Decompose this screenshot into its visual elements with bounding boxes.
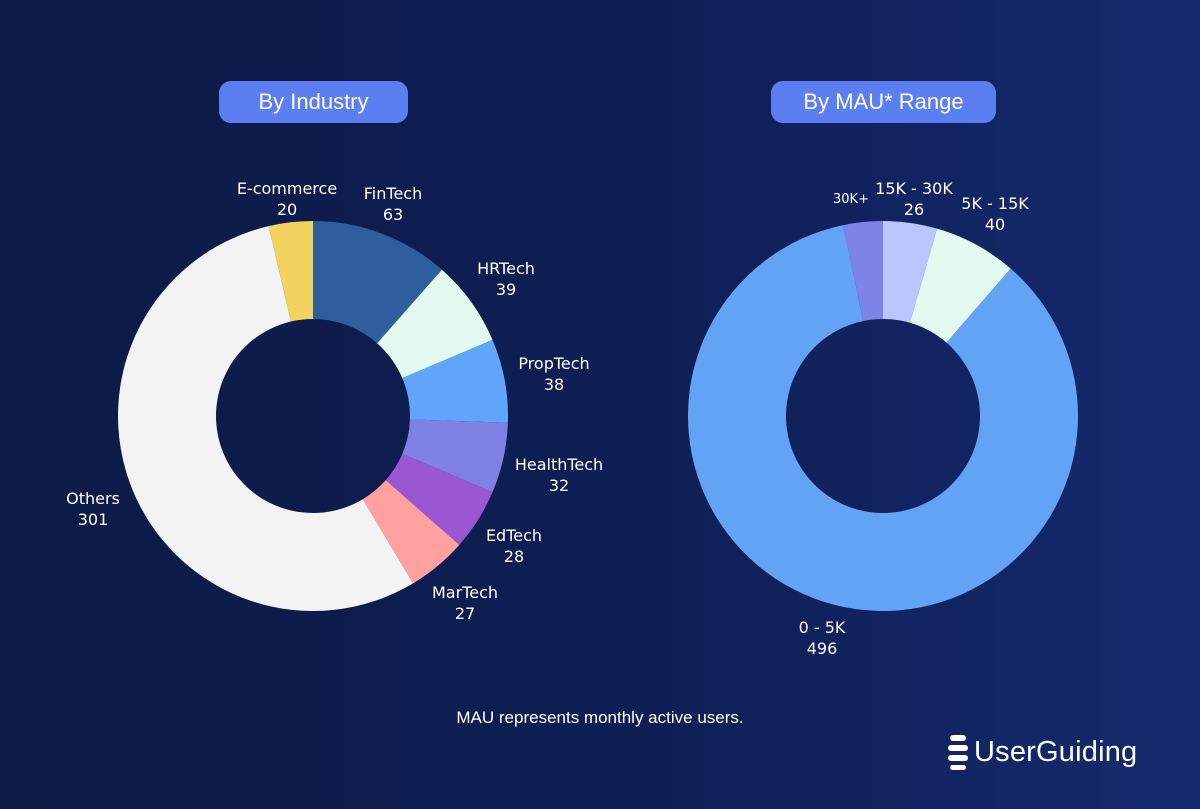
slice-label-value: 27 (455, 604, 475, 623)
mau-donut-chart: 15K - 30K 26 5K - 15K 40 0 - 5K 496 30K+ (688, 179, 1079, 658)
slice-hrtech (377, 269, 493, 379)
industry-chart-title: By Industry (219, 81, 408, 123)
slice-label-value: 38 (544, 375, 564, 394)
slice-label-name: PropTech (518, 354, 589, 373)
slice-0-5k (688, 225, 1079, 611)
slice-label-name: 0 - 5K (799, 618, 846, 637)
slice-label-name: Others (66, 489, 120, 508)
slice-label-value: 40 (985, 215, 1005, 234)
slice-fintech (313, 221, 442, 344)
slice-label-value: 28 (504, 547, 524, 566)
slice-label-value: 26 (904, 200, 924, 219)
slice-label-value: 20 (277, 200, 297, 219)
brand: UserGuiding (948, 730, 1137, 774)
slice-label-value: 32 (549, 476, 569, 495)
slice-30k- (843, 221, 883, 322)
slice-e-commerce (268, 221, 313, 322)
slice-proptech (402, 339, 508, 423)
slice-label-name: FinTech (364, 184, 422, 203)
slice-label-value: 63 (383, 205, 403, 224)
slice-label-value: 301 (78, 510, 109, 529)
slice-label-name: 5K - 15K (961, 194, 1029, 213)
industry-donut-chart: FinTech 63 HRTech 39 PropTech 38 HealthTech 32 E… (66, 179, 603, 623)
footnote: MAU represents monthly active users. (456, 708, 744, 727)
slice-label-name: HealthTech (515, 455, 603, 474)
brand-name: UserGuiding (974, 735, 1138, 768)
slice-label-name: EdTech (486, 526, 542, 545)
userguiding-logo-icon (948, 735, 968, 770)
slice-label-name: 15K - 30K (875, 179, 953, 198)
slice-martech (362, 480, 460, 584)
slice-label-name: HRTech (477, 259, 535, 278)
slice-healthtech (402, 419, 508, 493)
slice-15k-30k (883, 221, 938, 323)
slice-5k-15k (909, 228, 1011, 343)
slice-others (118, 226, 414, 612)
slice-label-value: 496 (807, 639, 838, 658)
slice-label-name: E-commerce (237, 179, 337, 198)
slice-label-value: 39 (496, 280, 516, 299)
slice-edtech (385, 453, 493, 545)
slice-label-name: 30K+ (833, 192, 869, 207)
mau-chart-title: By MAU* Range (771, 81, 996, 123)
slice-label-name: MarTech (432, 583, 498, 602)
